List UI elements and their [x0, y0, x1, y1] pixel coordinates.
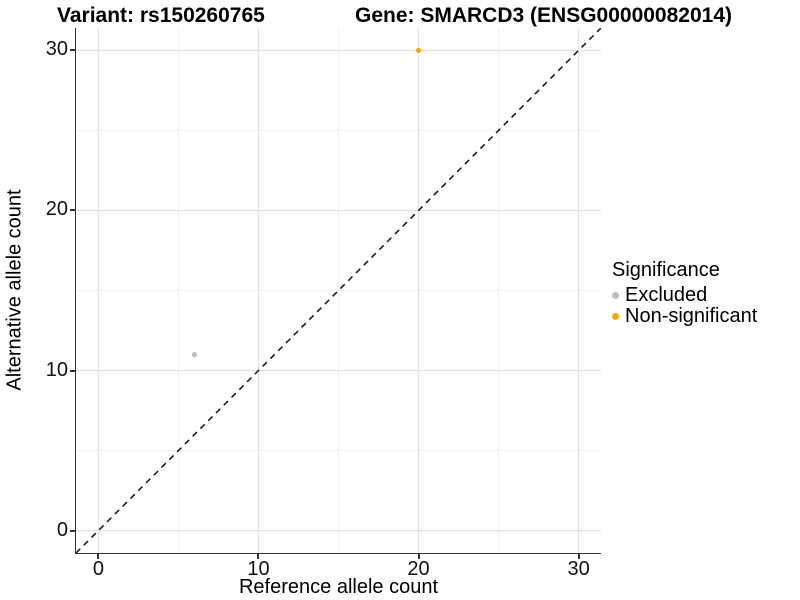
data-point-non-significant: [415, 47, 421, 54]
x-tick-mark: [257, 553, 260, 559]
legend-item-non-significant: Non-significant: [612, 305, 758, 327]
x-tick-mark: [97, 553, 100, 559]
legend-item-label: Non-significant: [625, 305, 758, 327]
identity-line: [75, 28, 601, 553]
x-tick-label: 30: [567, 558, 590, 580]
non-significant-dot-icon: [612, 313, 619, 320]
plot-panel: [74, 28, 601, 554]
x-tick-mark: [577, 553, 580, 559]
legend-item-excluded: Excluded: [612, 284, 757, 306]
legend-item-label: Excluded: [625, 284, 708, 306]
x-tick-mark: [417, 553, 420, 559]
y-tick-mark: [69, 209, 75, 212]
y-tick-label: 10: [45, 358, 68, 381]
legend: Significance Excluded Non-significant: [612, 259, 757, 327]
chart-title-variant: Variant: rs150260765: [57, 4, 265, 27]
y-tick-label: 20: [45, 198, 68, 221]
y-tick-label: 30: [45, 38, 68, 61]
x-tick-label: 20: [407, 558, 430, 580]
y-tick-label: 0: [56, 518, 68, 541]
data-point-excluded: [191, 351, 197, 358]
x-tick-label: 10: [247, 558, 270, 580]
x-axis-title: Reference allele count: [238, 576, 438, 598]
legend-title: Significance: [612, 259, 720, 281]
plot-area-svg: [75, 28, 601, 553]
y-tick-mark: [69, 529, 75, 532]
y-tick-mark: [69, 49, 75, 52]
excluded-dot-icon: [612, 292, 619, 299]
y-tick-mark: [69, 369, 75, 372]
x-tick-label: 0: [92, 558, 104, 580]
chart-title-gene: Gene: SMARCD3 (ENSG00000082014): [355, 4, 732, 27]
